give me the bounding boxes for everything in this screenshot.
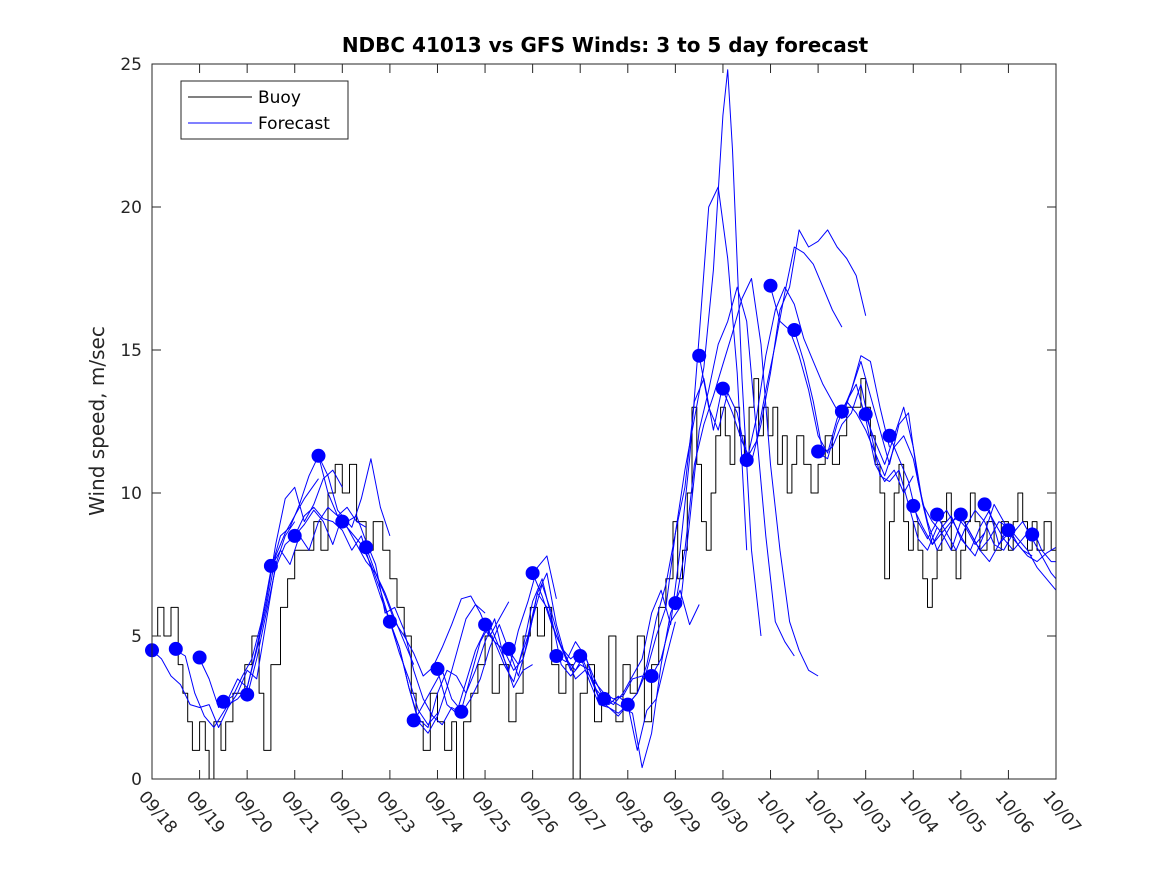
forecast-marker (882, 428, 897, 443)
plot-frame (151, 63, 1057, 780)
y-tick-label: 25 (120, 55, 142, 75)
forecast-marker (287, 528, 302, 543)
y-tick-label: 10 (120, 484, 142, 504)
forecast-marker (406, 713, 421, 728)
x-tick-label: 10/07 (1038, 787, 1085, 837)
series-forecast-line (698, 246, 843, 460)
series-forecast-line (603, 186, 748, 706)
forecast-marker (478, 617, 493, 632)
legend-buoy-label: Buoy (258, 88, 301, 108)
forecast-marker (501, 641, 516, 656)
series-forecast-line (746, 286, 890, 462)
series-forecast-line (627, 69, 762, 705)
forecast-marker (454, 704, 469, 719)
series-forecast-line (651, 286, 795, 677)
x-tick-label: 09/18 (134, 787, 181, 837)
x-tick-label: 09/23 (372, 787, 419, 837)
x-tick-label: 09/24 (420, 787, 467, 837)
y-axis-label: Wind speed, m/sec (85, 326, 109, 516)
x-tick-label: 09/30 (705, 787, 752, 837)
x-tick-label: 09/25 (467, 787, 514, 837)
forecast-marker (834, 404, 849, 419)
forecast-marker (977, 497, 992, 512)
x-tick-label: 10/03 (848, 787, 895, 837)
series-forecast-line (437, 584, 581, 714)
forecast-marker (644, 669, 659, 683)
x-tick-label: 10/05 (943, 787, 990, 837)
forecast-marker (620, 697, 635, 712)
legend-box (180, 80, 349, 140)
forecast-marker (739, 453, 754, 468)
forecast-marker (668, 596, 683, 611)
x-tick-label: 09/21 (277, 787, 324, 837)
series-forecast-line (151, 521, 296, 728)
forecast-marker (1025, 527, 1040, 542)
forecast-marker (906, 498, 921, 513)
forecast-marker (311, 448, 326, 463)
x-tick-label: 09/27 (562, 787, 609, 837)
legend-forecast-label: Forecast (258, 114, 330, 134)
plot-area (152, 64, 1056, 779)
forecast-marker (858, 407, 873, 422)
y-axis: 0 5 10 15 20 25 (120, 55, 1056, 790)
x-tick-label: 10/04 (895, 787, 942, 837)
marker-layer (145, 278, 1040, 728)
forecast-marker (335, 514, 350, 529)
forecast-marker (549, 649, 564, 663)
series-forecast-line (865, 406, 1009, 551)
x-tick-label: 10/06 (991, 787, 1038, 837)
series-forecast-line (579, 378, 724, 714)
y-tick-label: 0 (131, 770, 142, 790)
x-tick-label: 10/02 (800, 787, 847, 837)
forecast-marker (263, 558, 278, 573)
forecast-marker (525, 566, 540, 581)
forecast-marker (930, 507, 945, 522)
x-tick-label: 09/20 (229, 787, 276, 837)
x-tick-label: 09/26 (515, 787, 562, 837)
series-forecast-line (674, 278, 819, 677)
forecast-marker (573, 649, 588, 663)
y-tick-label: 20 (120, 198, 142, 218)
forecast-marker (240, 687, 255, 702)
x-tick-label: 09/22 (324, 787, 371, 837)
series-forecast-line (984, 504, 1056, 563)
x-tick-label: 09/28 (610, 787, 657, 837)
forecast-marker (787, 323, 802, 337)
forecast-marker (1001, 523, 1016, 538)
series-forecast-line (793, 329, 938, 551)
forecast-marker (763, 278, 778, 293)
series-forecast-line (223, 455, 367, 703)
x-tick-label: 10/01 (753, 787, 800, 837)
series-forecast-line (722, 229, 867, 462)
y-tick-label: 15 (120, 341, 142, 361)
forecast-marker (953, 507, 968, 522)
forecast-marker (216, 694, 231, 709)
y-tick-label: 5 (131, 627, 142, 647)
series-forecast-line (246, 458, 391, 697)
forecast-marker (359, 540, 374, 555)
legend: Buoy Forecast (180, 80, 349, 140)
series-forecast-line (413, 555, 557, 723)
series-forecast-line (508, 592, 652, 700)
forecast-marker (192, 650, 207, 665)
forecast-marker (692, 348, 707, 363)
forecast-marker (597, 691, 611, 706)
forecast-marker (168, 641, 183, 656)
chart-title: NDBC 41013 vs GFS Winds: 3 to 5 day fore… (342, 33, 869, 57)
forecast-marker (430, 661, 445, 676)
forecast-marker (811, 444, 826, 459)
x-tick-label: 09/29 (658, 787, 705, 837)
forecast-marker (382, 614, 397, 629)
x-tick-label: 09/19 (182, 787, 229, 837)
series-forecast-line (936, 509, 1057, 580)
forecast-marker (715, 381, 730, 396)
